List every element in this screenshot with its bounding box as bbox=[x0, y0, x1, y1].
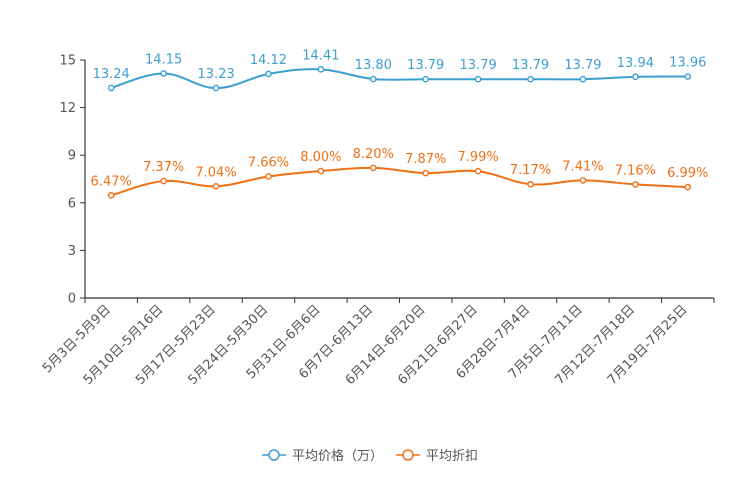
legend-marker-icon bbox=[268, 449, 280, 461]
data-label: 14.41 bbox=[302, 48, 339, 63]
y-tick-label: 0 bbox=[68, 292, 76, 307]
data-label: 13.23 bbox=[197, 67, 234, 82]
chart-axes: 036912155月3日-5月9日5月10日-5月16日5月17日-5月23日5… bbox=[40, 54, 715, 388]
y-tick-label: 15 bbox=[59, 54, 76, 69]
data-point[interactable] bbox=[632, 181, 639, 188]
y-tick-label: 9 bbox=[68, 149, 76, 164]
data-label: 8.00% bbox=[300, 150, 341, 165]
data-point[interactable] bbox=[317, 167, 325, 175]
data-label: 14.12 bbox=[250, 53, 287, 68]
data-label: 7.99% bbox=[457, 150, 498, 165]
data-label: 14.15 bbox=[145, 52, 182, 67]
data-label: 7.41% bbox=[562, 159, 603, 174]
data-label: 13.79 bbox=[564, 58, 601, 73]
data-point[interactable] bbox=[265, 70, 272, 78]
legend-item-2[interactable]: 平均折扣 bbox=[396, 449, 478, 464]
data-point[interactable] bbox=[474, 75, 482, 83]
data-point[interactable] bbox=[212, 84, 220, 92]
series-2: 6.47% 7.37% 7.04% 7.66% 8.00% 8.20% 7.87% 7.99%… bbox=[91, 147, 708, 199]
data-label: 13.79 bbox=[512, 58, 549, 73]
data-point[interactable] bbox=[107, 84, 115, 92]
legend-label: 平均价格（万） bbox=[292, 448, 383, 464]
y-tick-label: 6 bbox=[68, 196, 76, 211]
data-point[interactable] bbox=[160, 177, 167, 185]
data-label: 6.47% bbox=[91, 174, 132, 189]
data-label: 13.94 bbox=[617, 56, 654, 71]
data-label: 13.96 bbox=[669, 56, 706, 71]
data-point[interactable] bbox=[160, 70, 167, 77]
chart-legend[interactable]: 平均价格（万） 平均折扣 bbox=[262, 448, 478, 464]
data-point[interactable] bbox=[265, 173, 272, 180]
data-point[interactable] bbox=[422, 75, 430, 83]
data-point[interactable] bbox=[369, 75, 377, 83]
data-point[interactable] bbox=[527, 180, 534, 188]
data-point[interactable] bbox=[632, 73, 639, 81]
data-label: 7.87% bbox=[405, 152, 446, 167]
data-point[interactable] bbox=[369, 164, 377, 172]
data-label: 7.04% bbox=[195, 165, 236, 180]
data-label: 13.80 bbox=[355, 58, 392, 73]
data-label: 8.20% bbox=[353, 147, 394, 162]
y-tick-label: 3 bbox=[68, 244, 76, 259]
data-label: 13.79 bbox=[407, 58, 444, 73]
data-point[interactable] bbox=[684, 183, 692, 191]
data-label: 7.66% bbox=[248, 155, 289, 170]
series-line bbox=[110, 68, 688, 90]
data-point[interactable] bbox=[212, 182, 220, 190]
legend-item-1[interactable]: 平均价格（万） bbox=[262, 448, 383, 464]
series-layer: 13.24 14.15 13.23 14.12 14.41 13.80 13.79 13.79… bbox=[91, 48, 708, 199]
series-1: 13.24 14.15 13.23 14.12 14.41 13.80 13.79 13.79… bbox=[93, 48, 706, 92]
data-label: 7.17% bbox=[510, 163, 551, 178]
data-label: 13.24 bbox=[93, 67, 130, 82]
data-point[interactable] bbox=[579, 177, 587, 184]
data-point[interactable] bbox=[474, 167, 482, 175]
data-point[interactable] bbox=[107, 192, 115, 199]
y-tick-label: 12 bbox=[59, 101, 76, 116]
data-label: 7.37% bbox=[143, 160, 184, 175]
data-label: 7.16% bbox=[615, 163, 656, 178]
data-point[interactable] bbox=[579, 75, 587, 83]
data-point[interactable] bbox=[317, 66, 325, 73]
data-point[interactable] bbox=[422, 169, 430, 177]
legend-marker-icon bbox=[402, 449, 414, 461]
series-line bbox=[110, 166, 688, 197]
data-point[interactable] bbox=[684, 73, 692, 80]
data-label: 6.99% bbox=[667, 166, 708, 181]
legend-label: 平均折扣 bbox=[426, 449, 478, 464]
data-point[interactable] bbox=[527, 75, 534, 83]
data-label: 13.79 bbox=[460, 58, 497, 73]
